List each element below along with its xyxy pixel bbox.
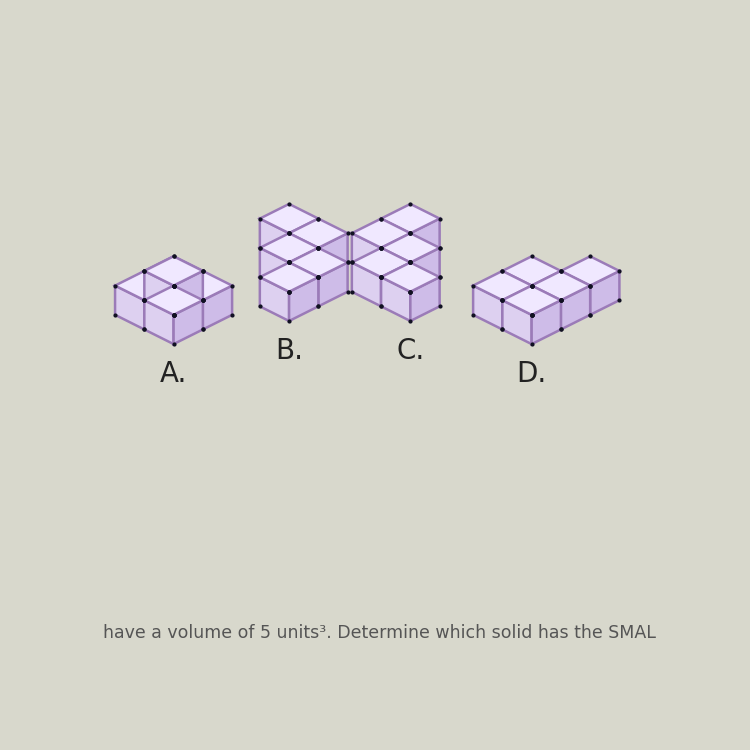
Polygon shape [289,277,318,321]
Text: B.: B. [275,337,303,365]
Polygon shape [260,204,318,233]
Polygon shape [318,233,347,277]
Polygon shape [381,218,410,262]
Polygon shape [473,271,532,300]
Polygon shape [381,233,410,277]
Polygon shape [381,204,440,233]
Polygon shape [289,248,318,292]
Polygon shape [561,256,620,286]
Polygon shape [381,277,410,321]
Polygon shape [503,286,561,315]
Polygon shape [260,248,289,292]
Polygon shape [173,300,202,344]
Polygon shape [532,286,561,329]
Polygon shape [173,286,202,329]
Polygon shape [352,233,381,277]
Polygon shape [144,286,173,329]
Polygon shape [289,218,318,262]
Polygon shape [115,271,173,300]
Polygon shape [260,233,318,262]
Polygon shape [561,286,590,329]
Polygon shape [144,300,173,344]
Polygon shape [260,262,318,292]
Polygon shape [318,262,347,306]
Polygon shape [144,286,202,315]
Polygon shape [289,233,318,277]
Text: D.: D. [517,360,547,388]
Polygon shape [503,286,532,329]
Polygon shape [352,248,410,277]
Polygon shape [144,271,173,315]
Text: C.: C. [396,337,424,365]
Polygon shape [503,256,561,286]
Polygon shape [410,218,440,262]
Polygon shape [173,271,202,315]
Text: A.: A. [160,360,188,388]
Polygon shape [173,271,202,315]
Polygon shape [260,218,289,262]
Polygon shape [173,271,232,300]
Polygon shape [144,256,202,286]
Polygon shape [352,218,410,248]
Polygon shape [381,262,440,292]
Polygon shape [590,271,620,315]
Polygon shape [144,256,202,286]
Polygon shape [381,262,410,306]
Polygon shape [532,271,561,315]
Polygon shape [289,248,347,277]
Text: have a volume of 5 units³. Determine which solid has the SMAL: have a volume of 5 units³. Determine whi… [104,624,656,642]
Polygon shape [503,300,532,344]
Polygon shape [289,218,347,248]
Polygon shape [115,286,144,329]
Polygon shape [144,271,173,315]
Polygon shape [289,262,318,306]
Polygon shape [410,277,440,321]
Polygon shape [503,271,532,315]
Polygon shape [202,286,232,329]
Polygon shape [352,262,381,306]
Polygon shape [473,286,502,329]
Polygon shape [381,248,410,292]
Polygon shape [532,300,561,344]
Polygon shape [260,277,289,321]
Polygon shape [410,248,440,292]
Polygon shape [561,271,590,315]
Polygon shape [381,233,440,262]
Polygon shape [532,271,590,300]
